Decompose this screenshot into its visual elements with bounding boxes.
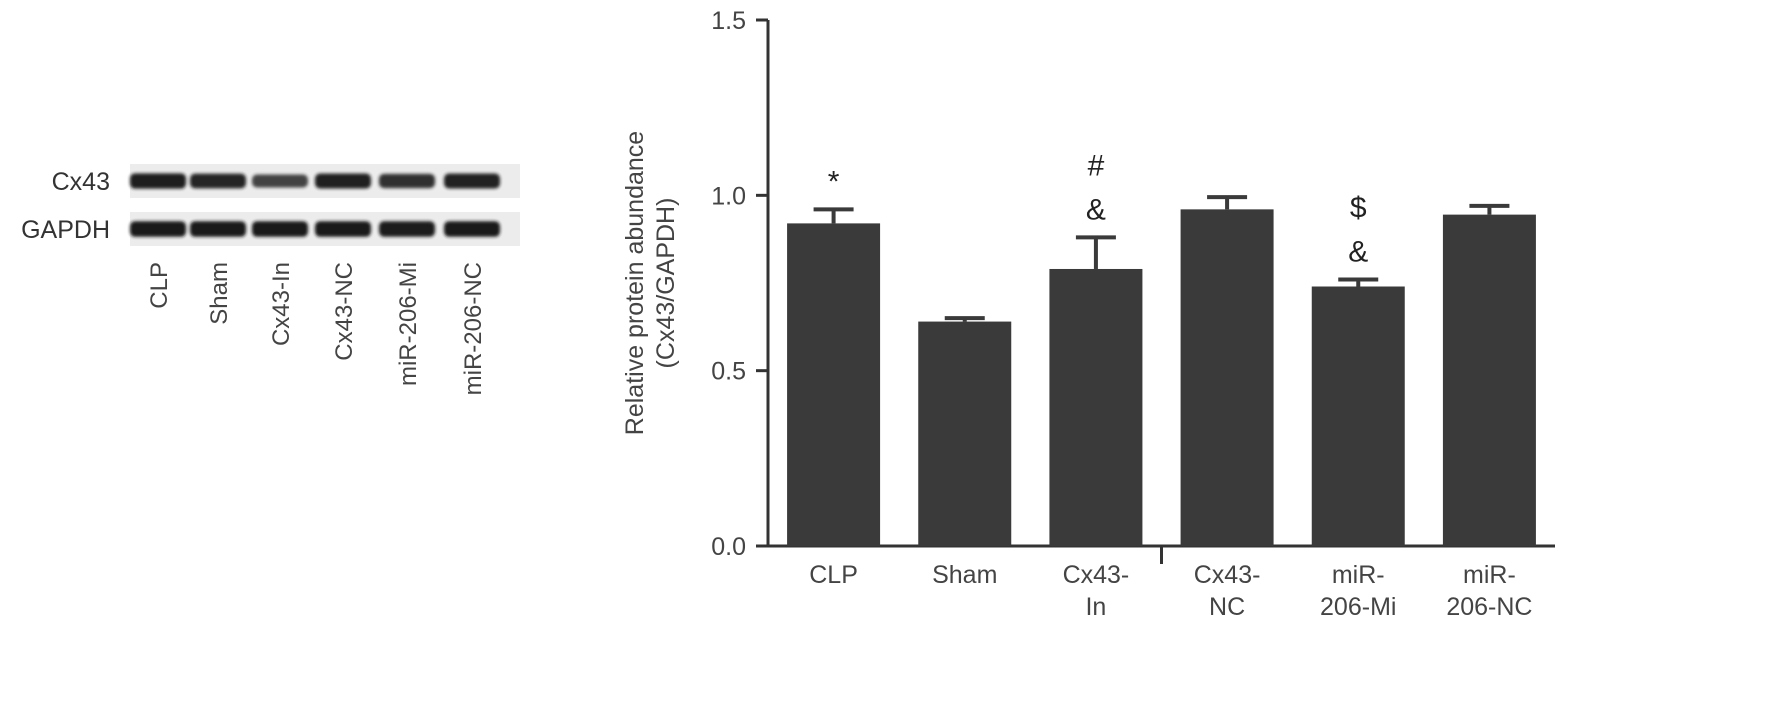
blot-band <box>252 174 308 188</box>
blot-band <box>444 173 500 189</box>
y-axis-title-line2: (Cx43/GAPDH) <box>652 198 680 369</box>
blot-band <box>190 173 246 189</box>
x-tick-label: CLP <box>809 561 858 589</box>
x-tick-label: Sham <box>932 561 997 589</box>
x-tick-label: 206-NC <box>1446 593 1532 621</box>
blot-band <box>379 221 435 237</box>
bar-group: * CLP <box>787 165 881 589</box>
significance-marker: # <box>1088 149 1105 182</box>
blot-row-cx43: Cx43 <box>52 164 520 198</box>
blot-lane-label: Cx43-In <box>268 262 295 346</box>
blot-band <box>379 173 435 189</box>
blot-band <box>130 173 186 189</box>
blot-row-gapdh: GAPDH <box>21 212 520 246</box>
bar <box>787 223 881 547</box>
bar <box>918 321 1012 546</box>
y-tick-label: 0.5 <box>711 358 746 386</box>
y-tick-label: 1.5 <box>711 7 746 35</box>
significance-marker: & <box>1348 235 1368 268</box>
x-tick-label: miR- <box>1332 561 1385 589</box>
bar <box>1442 214 1536 546</box>
significance-marker: & <box>1086 193 1106 226</box>
blot-band <box>444 221 500 237</box>
x-tick-label: 206-Mi <box>1320 593 1396 621</box>
bar <box>1049 268 1143 546</box>
y-tick-label: 1.0 <box>711 182 746 210</box>
x-tick-label: Cx43- <box>1063 561 1130 589</box>
blot-lane-label: Sham <box>206 262 233 325</box>
x-tick-label: Cx43- <box>1194 561 1261 589</box>
bar-group: Sham <box>918 316 1012 589</box>
blot-band <box>252 221 308 237</box>
bar <box>1180 209 1274 547</box>
western-blot-panel: Cx43 GAPDH CLP Sham Cx43-In Cx43-NC miR-206-Mi… <box>21 164 520 395</box>
x-tick-label: miR- <box>1463 561 1516 589</box>
bar <box>1311 286 1405 546</box>
blot-lane-label: Cx43-NC <box>331 262 358 361</box>
blot-band <box>315 173 371 189</box>
blot-band <box>190 221 246 237</box>
bar-group: $ & miR- 206-Mi <box>1311 191 1405 621</box>
blot-lane-label: miR-206-Mi <box>395 262 422 386</box>
blot-band <box>315 221 371 237</box>
y-tick-label: 0.0 <box>711 533 746 561</box>
blot-lane-label: CLP <box>146 262 173 309</box>
bar-group: Cx43- NC <box>1180 195 1274 621</box>
bar-chart-panel: 0.0 0.5 1.0 1.5 Relative protein abundance (C… <box>621 7 1555 621</box>
significance-marker: $ <box>1350 191 1367 224</box>
y-axis-title-line1: Relative protein abundance <box>621 131 649 435</box>
x-tick-label: NC <box>1209 593 1245 621</box>
significance-marker: * <box>828 165 840 198</box>
bar-group: # & Cx43- In <box>1049 149 1143 621</box>
blot-lane-label: miR-206-NC <box>460 262 487 395</box>
bar-group: miR- 206-NC <box>1442 203 1536 621</box>
blot-row-label: Cx43 <box>52 168 110 196</box>
blot-band <box>130 221 186 237</box>
x-tick-label: In <box>1085 593 1106 621</box>
blot-row-label: GAPDH <box>21 216 110 244</box>
